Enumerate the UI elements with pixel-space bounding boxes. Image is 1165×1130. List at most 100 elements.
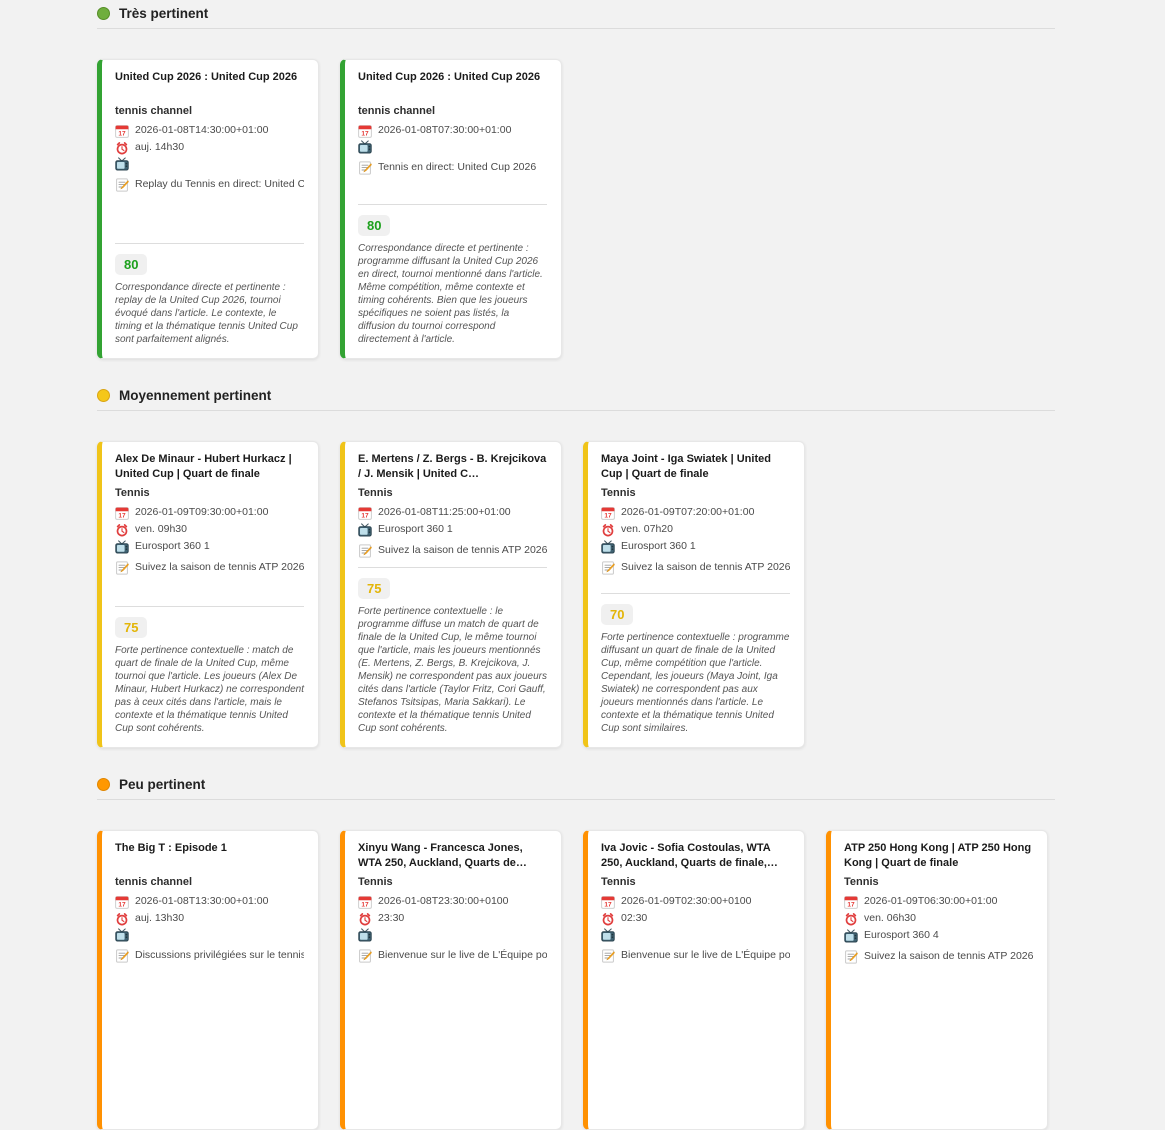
section-header: Très pertinent [97, 4, 1055, 22]
program-title: The Big T : Episode 1 [115, 842, 227, 854]
broadcast-date-row-text: 2026-01-09T02:30:00+0100 [621, 895, 752, 907]
calendar-icon: 17 [115, 124, 129, 138]
calendar-icon: 17 [115, 895, 129, 909]
program-channel: tennis channel [115, 876, 193, 888]
program-card[interactable]: Maya Joint - Iga Swiatek | United Cup | … [583, 441, 805, 748]
program-channel: Tennis [601, 487, 636, 499]
program-description-row: Replay du Tennis en direct: United Cup… [115, 177, 304, 192]
program-card[interactable]: E. Mertens / Z. Bergs - B. Krejcikova / … [340, 441, 562, 748]
tv-channel-row-text: Eurosport 360 1 [621, 540, 696, 552]
broadcast-date-row-text: 2026-01-09T06:30:00+01:00 [864, 895, 998, 907]
tv-icon [115, 157, 129, 171]
score-divider [358, 204, 547, 205]
program-description-row-text: Discussions privilégiées sur le tennis a… [135, 949, 304, 961]
program-channel: tennis channel [115, 105, 193, 117]
cards-row: United Cup 2026 : United Cup 2026 tennis … [97, 59, 1055, 359]
broadcast-time-row: 23:30 [358, 911, 547, 926]
broadcast-date-row-text: 2026-01-08T11:25:00+01:00 [378, 506, 511, 518]
relevance-score-badge: 75 [115, 617, 148, 638]
tv-channel-row-text: Eurosport 360 1 [135, 540, 210, 552]
section-divider [97, 799, 1055, 800]
broadcast-time-row-text: 02:30 [621, 912, 648, 924]
program-description-row: Bienvenue sur le live de L'Équipe pour … [601, 948, 790, 963]
alarm-clock-icon [358, 912, 372, 926]
program-description-row-text: Suivez la saison de tennis ATP 2026 s… [378, 544, 547, 556]
relevance-score-badge: 80 [358, 215, 391, 236]
tv-channel-row [115, 157, 304, 171]
relevance-explanation: Forte pertinence contextuelle : programm… [601, 632, 790, 734]
score-footer: 80 Correspondance directe et pertinente :… [115, 235, 304, 346]
tv-channel-row [358, 140, 547, 154]
program-card[interactable]: ATP 250 Hong Kong | ATP 250 Hong Kong | … [826, 830, 1048, 1130]
broadcast-date-row-text: 2026-01-08T13:30:00+01:00 [135, 895, 269, 907]
tv-channel-row [115, 928, 304, 942]
program-title: United Cup 2026 : United Cup 2026 [358, 71, 541, 83]
program-description-row-text: Replay du Tennis en direct: United Cup… [135, 178, 304, 190]
tv-icon [601, 928, 615, 942]
program-description-row-text: Suivez la saison de tennis ATP 2026 s… [135, 561, 304, 573]
section-tres-pertinent: Très pertinent United Cup 2026 : United … [97, 4, 1055, 359]
program-description-row-text: Bienvenue sur le live de L'Équipe pour … [621, 949, 790, 961]
relevance-explanation: Forte pertinence contextuelle : match de… [115, 645, 304, 734]
program-description-row: Discussions privilégiées sur le tennis a… [115, 948, 304, 963]
memo-icon [844, 949, 858, 964]
calendar-icon: 17 [358, 506, 372, 520]
program-title: Alex De Minaur - Hubert Hurkacz | United… [115, 453, 292, 480]
broadcast-date-row: 17 2026-01-09T06:30:00+01:00 [844, 894, 1033, 909]
broadcast-date-row: 17 2026-01-08T11:25:00+01:00 [358, 505, 547, 520]
calendar-icon: 17 [358, 124, 372, 138]
relevance-explanation: Forte pertinence contextuelle : le progr… [358, 606, 547, 734]
program-card[interactable]: Alex De Minaur - Hubert Hurkacz | United… [97, 441, 319, 748]
broadcast-time-row-text: auj. 13h30 [135, 912, 185, 924]
calendar-icon: 17 [601, 895, 615, 909]
svg-text:17: 17 [118, 901, 126, 908]
broadcast-date-row: 17 2026-01-09T07:20:00+01:00 [601, 505, 790, 520]
relevance-explanation: Correspondance directe et pertinente : p… [358, 243, 543, 345]
program-description-row: Suivez la saison de tennis ATP 2026 s… [115, 560, 304, 575]
broadcast-date-row: 17 2026-01-08T13:30:00+01:00 [115, 894, 304, 909]
program-card[interactable]: Iva Jovic - Sofia Costoulas, WTA 250, Au… [583, 830, 805, 1130]
tv-channel-row [601, 928, 790, 942]
program-description-row-text: Tennis en direct: United Cup 2026 [378, 161, 537, 173]
score-divider [115, 243, 304, 244]
broadcast-date-row-text: 2026-01-09T09:30:00+01:00 [135, 506, 269, 518]
calendar-icon: 17 [601, 506, 615, 520]
program-description-row: Bienvenue sur le live de L'Équipe pour … [358, 948, 547, 963]
alarm-clock-icon [844, 912, 858, 926]
program-description-row: Suivez la saison de tennis ATP 2026 s… [601, 560, 790, 575]
tv-icon [358, 522, 372, 537]
broadcast-time-row: ven. 09h30 [115, 522, 304, 537]
program-card[interactable]: Xinyu Wang - Francesca Jones, WTA 250, A… [340, 830, 562, 1130]
program-card[interactable]: United Cup 2026 : United Cup 2026 tennis … [97, 59, 319, 359]
program-card[interactable]: United Cup 2026 : United Cup 2026 tennis … [340, 59, 562, 359]
broadcast-date-row: 17 2026-01-09T09:30:00+01:00 [115, 505, 304, 520]
program-description-row-text: Suivez la saison de tennis ATP 2026 s… [621, 561, 790, 573]
yellow-circle-icon [97, 388, 110, 402]
program-channel: Tennis [358, 487, 393, 499]
broadcast-time-row-text: ven. 07h20 [621, 523, 673, 535]
memo-icon [358, 543, 372, 558]
tv-channel-row: Eurosport 360 1 [358, 522, 547, 537]
program-description-row: Suivez la saison de tennis ATP 2026 s… [358, 543, 547, 558]
section-divider [97, 28, 1055, 29]
section-title: Moyennement pertinent [119, 387, 272, 403]
program-title: United Cup 2026 : United Cup 2026 [115, 71, 298, 83]
broadcast-date-row-text: 2026-01-09T07:20:00+01:00 [621, 506, 755, 518]
relevance-score-badge: 70 [601, 604, 634, 625]
broadcast-time-row: auj. 13h30 [115, 911, 304, 926]
svg-text:17: 17 [361, 130, 369, 137]
alarm-clock-icon [115, 912, 129, 926]
tv-icon [358, 140, 372, 154]
program-card[interactable]: The Big T : Episode 1 tennis channel 17 202… [97, 830, 319, 1130]
broadcast-time-row: 02:30 [601, 911, 790, 926]
orange-circle-icon [97, 777, 110, 791]
relevance-score-badge: 80 [115, 254, 148, 275]
tv-channel-row-text: Eurosport 360 4 [864, 929, 939, 941]
program-channel: Tennis [115, 487, 150, 499]
program-channel: tennis channel [358, 105, 436, 117]
broadcast-date-row-text: 2026-01-08T23:30:00+0100 [378, 895, 509, 907]
broadcast-date-row-text: 2026-01-08T14:30:00+01:00 [135, 124, 269, 136]
section-moyennement-pertinent: Moyennement pertinent Alex De Minaur - H… [97, 386, 1055, 748]
broadcast-time-row-text: ven. 09h30 [135, 523, 187, 535]
memo-icon [115, 177, 129, 192]
